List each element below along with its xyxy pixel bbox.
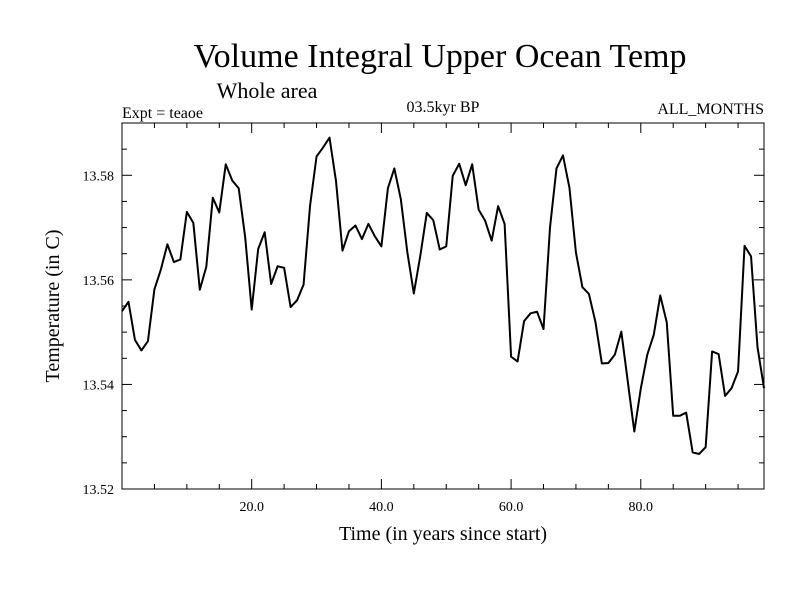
x-tick-label: 20.0 [239, 500, 264, 515]
series-line-teaoe [121, 136, 765, 455]
y-tick-label: 13.52 [83, 483, 115, 498]
x-tick-label: 60.0 [499, 500, 524, 515]
y-tick-labels: 13.52 13.54 13.56 13.58 [83, 169, 115, 498]
x-tick-label: 40.0 [369, 500, 394, 515]
plot-frame [121, 122, 765, 490]
months-label: ALL_MONTHS [657, 101, 764, 118]
major-ticks [122, 123, 764, 490]
x-tick-label: 80.0 [629, 500, 654, 515]
y-tick-label: 13.56 [83, 274, 115, 289]
y-tick-label: 13.58 [83, 169, 115, 184]
minor-ticks [122, 123, 764, 489]
chart-title: Volume Integral Upper Ocean Temp [194, 38, 687, 75]
y-tick-label: 13.54 [83, 378, 115, 393]
chart-subtitle: Whole area [217, 78, 318, 103]
series-lines [121, 136, 765, 455]
experiment-label: Expt = teaoe [122, 105, 203, 122]
period-label: 03.5kyr BP [407, 99, 480, 116]
x-tick-labels: 20.0 40.0 60.0 80.0 [239, 500, 653, 515]
x-axis-label: Time (in years since start) [339, 523, 547, 545]
y-axis-label: Temperature (in C) [42, 230, 64, 383]
